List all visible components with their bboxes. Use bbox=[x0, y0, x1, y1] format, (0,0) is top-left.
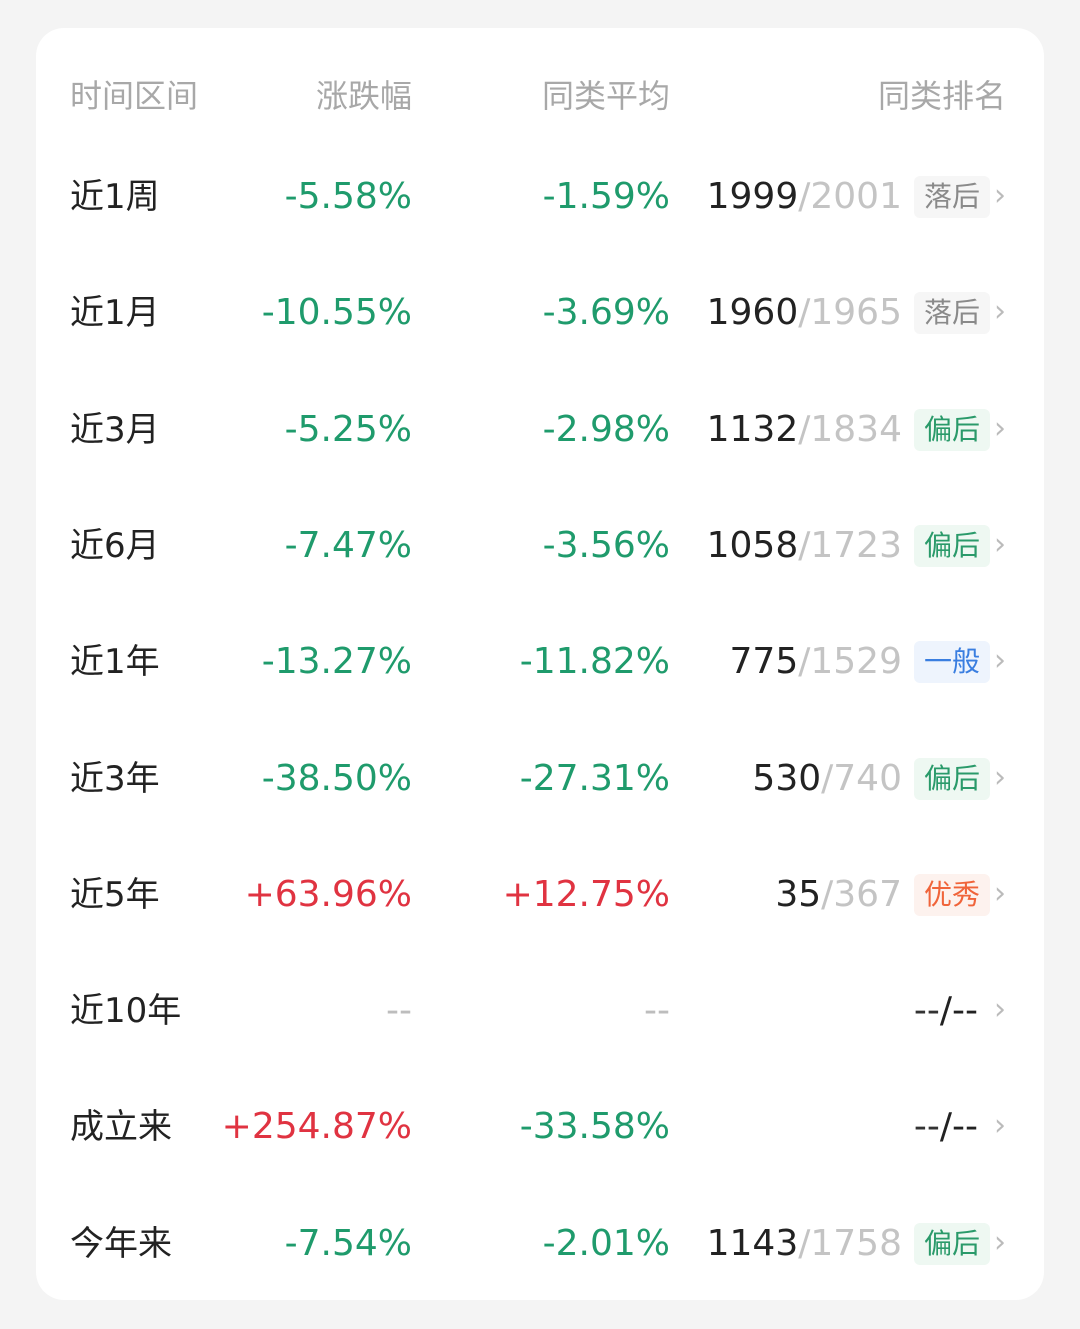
table-row[interactable]: 近1周 -5.58% -1.59% 1999/2001 落后 › bbox=[36, 167, 1044, 227]
rank-total: 1723 bbox=[810, 524, 902, 566]
avg-value: -- bbox=[644, 990, 670, 1032]
change-value: -5.25% bbox=[284, 408, 412, 450]
change-value: -- bbox=[386, 990, 412, 1032]
header-change: 涨跌幅 bbox=[315, 77, 412, 115]
period-label: 近5年 bbox=[70, 874, 160, 915]
chevron-right-icon[interactable]: › bbox=[994, 992, 1006, 1028]
rank-position: -- bbox=[913, 1106, 940, 1148]
chevron-right-icon[interactable]: › bbox=[994, 759, 1006, 795]
rank-badge: 优秀 bbox=[913, 873, 990, 916]
chevron-right-icon[interactable]: › bbox=[994, 1108, 1006, 1144]
change-value: -13.27% bbox=[261, 641, 412, 683]
table-row[interactable]: 近10年 -- -- --/-- › bbox=[36, 981, 1044, 1041]
change-value: -7.47% bbox=[284, 524, 412, 566]
rank-position: 1132 bbox=[706, 408, 799, 450]
table-header: 时间区间 涨跌幅 同类平均 同类排名 bbox=[36, 66, 1044, 126]
rank-badge: 落后 bbox=[913, 176, 990, 218]
table-row[interactable]: 近3月 -5.25% -2.98% 1132/1834 偏后 › bbox=[36, 400, 1044, 460]
rank-badge: 偏后 bbox=[913, 408, 990, 451]
avg-value: -3.69% bbox=[542, 292, 670, 334]
change-value: -38.50% bbox=[261, 757, 412, 799]
chevron-right-icon[interactable]: › bbox=[994, 294, 1006, 330]
chevron-right-icon[interactable]: › bbox=[994, 410, 1006, 446]
period-label: 成立来 bbox=[70, 1107, 172, 1148]
rank-total: -- bbox=[952, 990, 978, 1032]
rank-position: 1058 bbox=[706, 524, 799, 566]
rank-badge: 偏后 bbox=[913, 524, 990, 567]
rank-position: 775 bbox=[729, 641, 799, 683]
rank-total: 1758 bbox=[810, 1222, 902, 1264]
chevron-right-icon[interactable]: › bbox=[994, 1224, 1006, 1260]
period-label: 近6月 bbox=[70, 525, 160, 566]
rank-total: -- bbox=[952, 1106, 978, 1148]
chevron-right-icon[interactable]: › bbox=[994, 643, 1006, 679]
rank-total: 2001 bbox=[810, 176, 902, 217]
table-row[interactable]: 今年来 -7.54% -2.01% 1143/1758 偏后 › bbox=[36, 1214, 1044, 1274]
rank-position: 35 bbox=[775, 873, 822, 915]
rank-value: 1999/2001 bbox=[706, 176, 902, 217]
change-value: -10.55% bbox=[261, 292, 412, 334]
rank-badge: 偏后 bbox=[913, 1222, 990, 1265]
rank-total: 1965 bbox=[810, 292, 902, 334]
period-label: 近10年 bbox=[70, 991, 182, 1032]
rank-position: -- bbox=[913, 990, 940, 1032]
rank-value: 1058/1723 bbox=[706, 524, 902, 566]
rank-value: --/-- bbox=[913, 990, 978, 1032]
rank-position: 1999 bbox=[706, 176, 799, 217]
rank-badge: 偏后 bbox=[913, 757, 990, 800]
period-label: 近1周 bbox=[70, 177, 160, 217]
chevron-right-icon[interactable]: › bbox=[994, 875, 1006, 911]
avg-value: -1.59% bbox=[542, 176, 670, 217]
avg-value: -2.98% bbox=[542, 408, 670, 450]
table-row[interactable]: 成立来 +254.87% -33.58% --/-- › bbox=[36, 1097, 1044, 1157]
rank-badge: 一般 bbox=[913, 641, 990, 684]
rank-position: 530 bbox=[752, 757, 822, 799]
avg-value: -11.82% bbox=[519, 641, 670, 683]
rank-value: 530/740 bbox=[752, 757, 902, 799]
table-row[interactable]: 近1年 -13.27% -11.82% 775/1529 一般 › bbox=[36, 632, 1044, 692]
avg-value: -2.01% bbox=[542, 1222, 670, 1264]
change-value: +254.87% bbox=[221, 1106, 412, 1148]
avg-value: -3.56% bbox=[542, 524, 670, 566]
change-value: -7.54% bbox=[284, 1222, 412, 1264]
period-label: 近1年 bbox=[70, 642, 160, 683]
performance-card: 时间区间 涨跌幅 同类平均 同类排名 近1周 -5.58% -1.59% 199… bbox=[36, 28, 1044, 1300]
chevron-right-icon[interactable]: › bbox=[994, 526, 1006, 562]
period-label: 近1月 bbox=[70, 293, 160, 334]
table-row[interactable]: 近1月 -10.55% -3.69% 1960/1965 落后 › bbox=[36, 283, 1044, 343]
avg-value: +12.75% bbox=[502, 873, 670, 915]
rank-position: 1960 bbox=[706, 292, 799, 334]
header-avg: 同类平均 bbox=[541, 77, 670, 115]
chevron-right-icon[interactable]: › bbox=[994, 178, 1006, 213]
table-row[interactable]: 近3年 -38.50% -27.31% 530/740 偏后 › bbox=[36, 749, 1044, 809]
rank-total: 1834 bbox=[810, 408, 902, 450]
rank-total: 1529 bbox=[810, 641, 902, 683]
avg-value: -33.58% bbox=[519, 1106, 670, 1148]
period-label: 今年来 bbox=[70, 1223, 172, 1264]
table-row[interactable]: 近5年 +63.96% +12.75% 35/367 优秀 › bbox=[36, 865, 1044, 925]
period-label: 近3月 bbox=[70, 409, 160, 450]
rank-badge: 落后 bbox=[913, 292, 990, 335]
change-value: -5.58% bbox=[284, 176, 412, 217]
rank-value: 1143/1758 bbox=[706, 1222, 902, 1264]
rank-value: 1960/1965 bbox=[706, 292, 902, 334]
avg-value: -27.31% bbox=[519, 757, 670, 799]
rank-value: --/-- bbox=[913, 1106, 978, 1148]
rank-total: 367 bbox=[833, 873, 902, 915]
rank-value: 775/1529 bbox=[729, 641, 902, 683]
header-rank: 同类排名 bbox=[877, 77, 1006, 115]
rank-total: 740 bbox=[833, 757, 902, 799]
rank-value: 1132/1834 bbox=[706, 408, 902, 450]
rank-position: 1143 bbox=[706, 1222, 799, 1264]
header-period: 时间区间 bbox=[70, 77, 199, 115]
rank-value: 35/367 bbox=[775, 873, 902, 915]
table-row[interactable]: 近6月 -7.47% -3.56% 1058/1723 偏后 › bbox=[36, 516, 1044, 576]
period-label: 近3年 bbox=[70, 758, 160, 799]
change-value: +63.96% bbox=[244, 873, 412, 915]
